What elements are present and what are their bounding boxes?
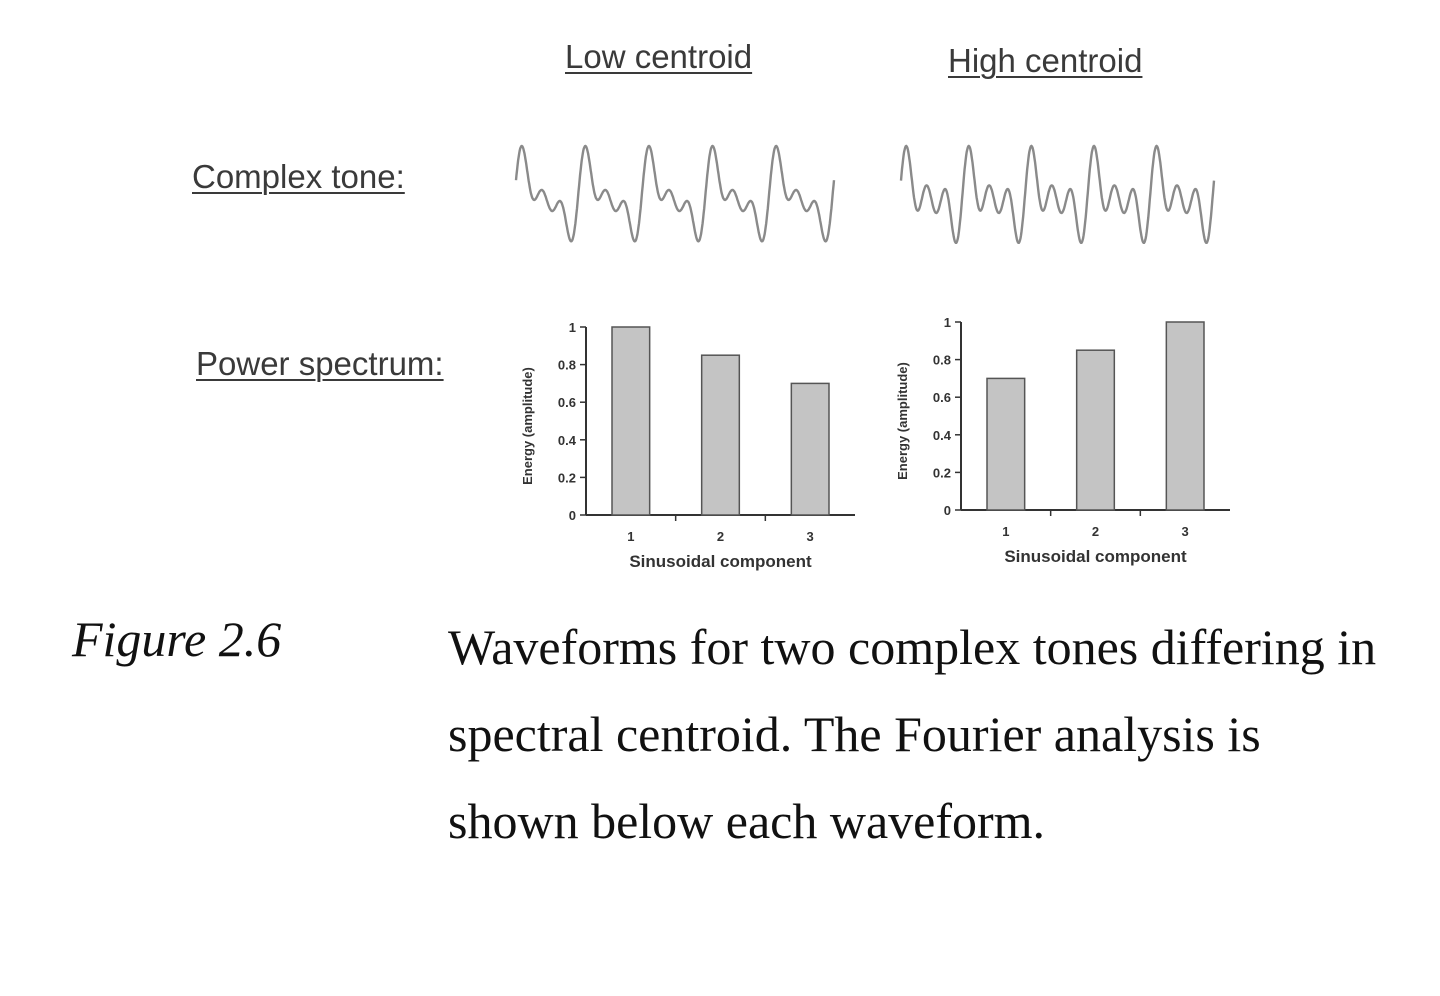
- y-tick-label: 1: [569, 320, 576, 335]
- waveform-low-centroid: [514, 144, 836, 243]
- x-tick-label: 3: [807, 529, 814, 544]
- bar-component-1: [986, 377, 1026, 511]
- y-axis-label: Energy (amplitude): [895, 362, 910, 480]
- bar-component-3: [1165, 321, 1205, 511]
- waveform-low-centroid-line: [514, 144, 836, 243]
- figure-label: Figure 2.6: [72, 611, 282, 667]
- x-axis-label: Sinusoidal component: [629, 552, 812, 571]
- row-label-power-spectrum: Power spectrum:: [196, 345, 444, 382]
- y-tick-label: 0: [944, 503, 951, 518]
- y-tick-label: 0.6: [558, 395, 576, 410]
- y-tick-label: 0.4: [558, 433, 577, 448]
- y-axis-label: Energy (amplitude): [520, 367, 535, 485]
- x-tick-label: 2: [1092, 524, 1099, 539]
- x-tick-label: 3: [1182, 524, 1189, 539]
- y-tick-label: 0.4: [933, 428, 952, 443]
- bar-component-1: [611, 326, 651, 516]
- x-tick-label: 1: [627, 529, 634, 544]
- waveform-high-centroid-line: [899, 144, 1216, 244]
- y-tick-label: 0.2: [558, 470, 576, 485]
- bar-component-2: [1075, 349, 1116, 511]
- x-axis-label: Sinusoidal component: [1004, 547, 1187, 566]
- y-tick-label: 0.2: [933, 465, 951, 480]
- y-tick-label: 1: [944, 315, 951, 330]
- figure-caption: Waveforms for two complex tones differin…: [448, 619, 1377, 849]
- column-heading-low-centroid: Low centroid: [565, 38, 753, 75]
- x-tick-label: 2: [717, 529, 724, 544]
- column-heading-high-centroid: High centroid: [948, 42, 1143, 79]
- power-spectrum-chart-high-centroid: Energy (amplitude) 0 0.2 0.4 0.6 0.8 1 1 2 3 Sinus…: [895, 315, 1230, 566]
- bar-component-2: [700, 354, 741, 516]
- y-tick-label: 0: [569, 508, 576, 523]
- power-spectrum-chart-low-centroid: Energy (amplitude) 0 0.2 0.4 0.6 0.8 1 1 2 3 Sinus…: [520, 320, 855, 571]
- x-tick-label: 1: [1002, 524, 1009, 539]
- y-tick-label: 0.8: [933, 353, 951, 368]
- row-label-complex-tone: Complex tone:: [192, 158, 405, 195]
- y-tick-label: 0.8: [558, 358, 576, 373]
- y-tick-label: 0.6: [933, 390, 951, 405]
- waveform-high-centroid: [899, 144, 1216, 244]
- bar-component-3: [790, 382, 830, 516]
